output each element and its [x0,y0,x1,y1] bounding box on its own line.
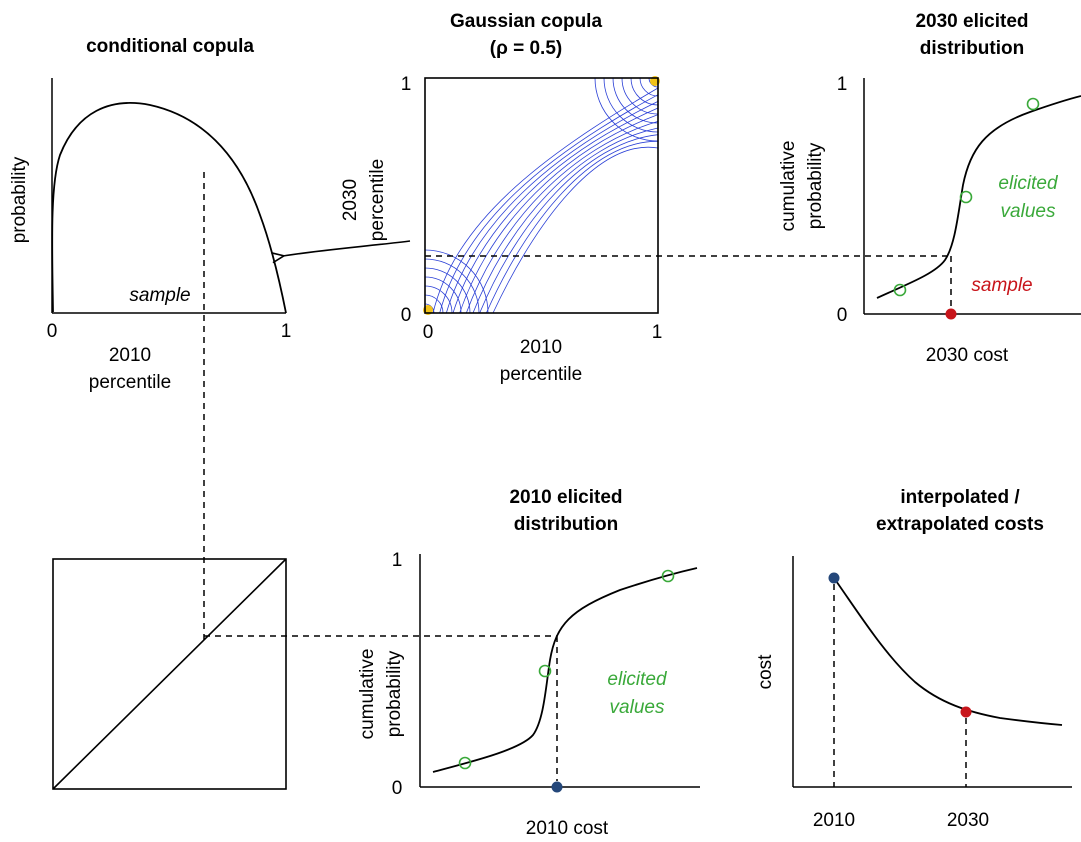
contour-arc-upper [603,77,659,133]
interp-y-label: cost [755,654,776,690]
dist2010-elicited-label-line1: elicited [607,669,668,690]
conditional-x-tick-0: 0 [47,321,58,342]
dist2030-elicited-label-line2: values [1001,201,1056,222]
interp-title-line2: extrapolated costs [876,514,1044,535]
contour-arc-upper [594,77,659,142]
dist2010-y-tick-1: 1 [392,550,403,571]
dist2030-y-tick-0: 0 [837,305,848,326]
conditional-x-tick-1: 1 [281,321,292,342]
dist2030-y-tick-1: 1 [837,74,848,95]
contour-arc-upper [630,77,659,106]
dist2010-elicited-point-mid [538,664,552,678]
dist2030-title-line1: 2030 elicited [915,11,1028,32]
dist2010-cdf-curve [432,567,698,773]
copula-plot-background [425,78,658,313]
dist2030-elicited-point-high [1026,97,1040,111]
dist2010-sample-point [551,781,563,793]
dist2010-title-line1: 2010 elicited [509,487,622,508]
contour-band [472,127,659,314]
contour-band [479,134,659,314]
contour-arc-lower [424,285,453,314]
conditional-copula-panel: conditional copula probability 0 1 2010 … [9,36,291,393]
copula-y-tick-1: 1 [401,74,412,95]
contour-band [439,94,659,314]
copula-plot-frame [424,77,659,314]
dist2030-y-label-line1: cumulative [778,141,799,232]
dist2010-elicited-point-low [458,756,472,770]
dist2030-elicited-label-line1: elicited [998,173,1059,194]
dist-2030-panel: 2030 elicited distribution 1 0 cumulativ… [778,11,1081,366]
copula-y-label-line1: 2030 [340,179,361,221]
copula-x-label-line1: 2010 [520,337,562,358]
dist2010-y-tick-0: 0 [392,778,403,799]
transfer-square-frame [52,558,287,790]
copula-title-line2: (ρ = 0.5) [490,38,562,59]
interp-x-tick-2030: 2030 [947,810,989,831]
contour-band [465,120,659,314]
contour-arc-lower [424,294,444,314]
interp-title-line1: interpolated / [900,487,1020,508]
dist2030-sample-point [945,308,957,320]
contour-band [485,140,659,314]
dist2010-y-label-line2: probability [384,650,405,737]
conditional-arrow [283,240,411,256]
copula-y-tick-0: 0 [401,305,412,326]
conditional-x-label-line2: percentile [89,372,171,393]
interp-2010-point [828,572,840,584]
dist2030-elicited-point-mid [959,190,973,204]
dist2030-title-line2: distribution [920,38,1024,59]
interp-costs-panel: interpolated / extrapolated costs cost 2… [755,487,1072,831]
copula-x-tick-1: 1 [652,322,663,343]
conditional-x-label-line1: 2010 [109,345,151,366]
contour-arc-lower [424,258,480,314]
contour-band [445,100,659,314]
dist2010-title-line2: distribution [514,514,618,535]
interp-2030-point [960,706,972,718]
dist2030-sample-label: sample [971,275,1032,296]
gaussian-copula-panel: Gaussian copula (ρ = 0.5) 1 0 0 1 2030 p… [340,11,662,385]
copula-y-label-line2: percentile [367,159,388,241]
dist2030-y-label-line2: probability [805,142,826,229]
dist2010-elicited-label-line2: values [610,697,665,718]
dist2030-elicited-point-low [893,283,907,297]
dist2030-x-label: 2030 cost [926,345,1009,366]
copula-x-label-line2: percentile [500,364,582,385]
contour-arc-upper [639,77,659,97]
conditional-density-curve [51,102,287,314]
contour-arc-upper [621,77,659,115]
contour-arc-lower [424,267,471,314]
interp-cost-curve [833,577,1063,726]
dist2030-cdf-curve [876,95,1081,299]
conditional-y-axis-label: probability [9,156,30,243]
contour-arc-lower [424,249,489,314]
contour-band [432,87,659,314]
copula-x-tick-0: 0 [423,322,434,343]
conditional-sample-label: sample [129,285,190,306]
dashed-connectors [203,172,952,781]
dist-2010-panel: 2010 elicited distribution 1 0 cumulativ… [357,487,700,839]
transfer-square-panel [52,558,287,790]
contour-arc-upper [612,77,659,124]
contour-band [492,146,659,314]
copula-title-line1: Gaussian copula [450,11,602,32]
interp-x-tick-2010: 2010 [813,810,855,831]
dist2010-x-label: 2010 cost [526,818,609,839]
contour-arc-lower [424,276,462,314]
conditional-copula-title: conditional copula [86,36,254,57]
dist2010-elicited-point-high [661,569,675,583]
transfer-diagonal [52,558,287,790]
dist2010-y-label-line1: cumulative [357,649,378,740]
